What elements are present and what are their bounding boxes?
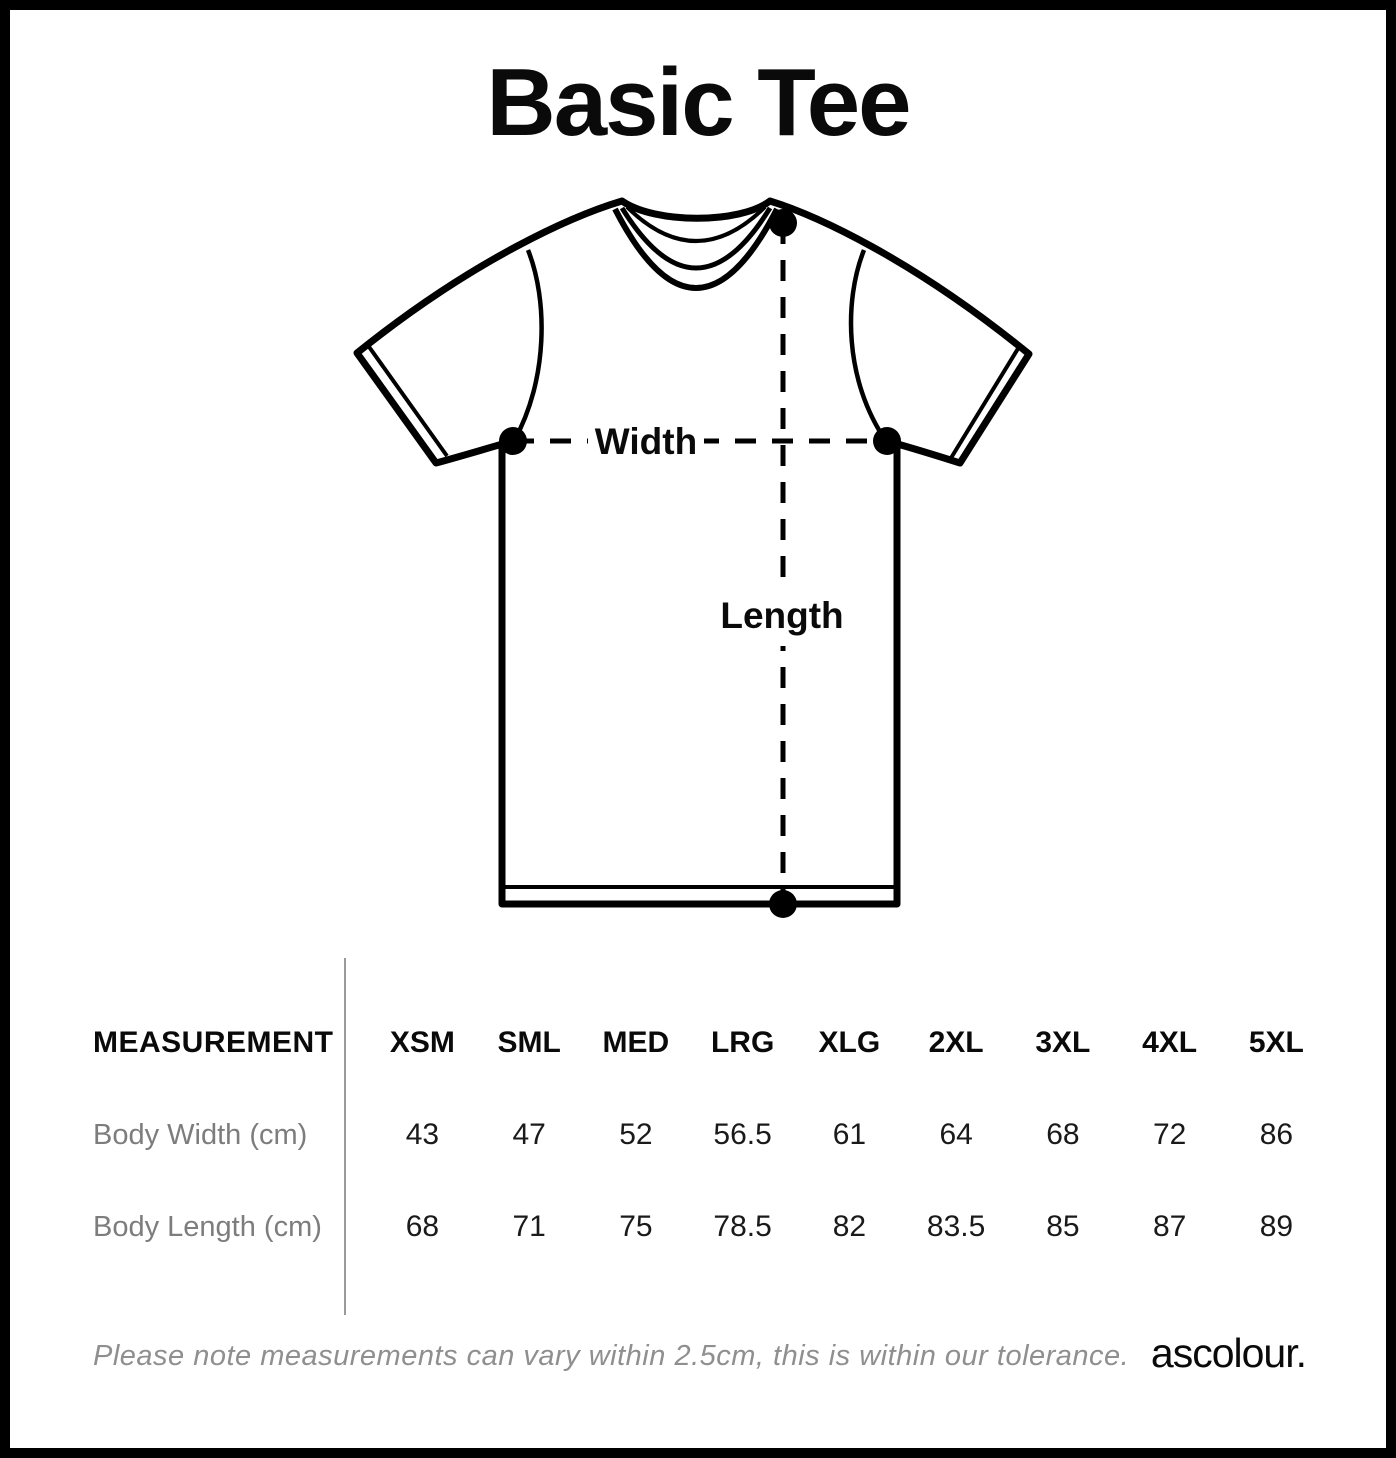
- body-length-value-xlg: 82: [832, 1210, 867, 1243]
- measurement-column-header: MEASUREMENT: [93, 1026, 334, 1059]
- width-label-mask: [588, 412, 704, 470]
- size-header-sml: SML: [497, 1026, 561, 1059]
- body-width-value-xlg: 61: [832, 1118, 867, 1151]
- body-width-value-sml: 47: [512, 1118, 546, 1151]
- size-header-5xl: 5XL: [1248, 1026, 1304, 1059]
- body-length-value-4xl: 87: [1152, 1210, 1187, 1243]
- body-width-value-5xl: 86: [1259, 1118, 1294, 1151]
- tolerance-note: Please note measurements can vary within…: [93, 1340, 1130, 1372]
- body-width-value-xsm: 43: [405, 1118, 440, 1151]
- body-width-value-med: 52: [619, 1118, 653, 1151]
- body-length-value-sml: 71: [512, 1210, 546, 1243]
- body-length-value-3xl: 85: [1046, 1210, 1080, 1243]
- size-header-4xl: 4XL: [1142, 1026, 1198, 1059]
- body-width-value-lrg: 56.5: [713, 1118, 772, 1151]
- sheet-canvas: Basic Tee: [10, 10, 1386, 1448]
- size-header-xlg: XLG: [818, 1026, 881, 1059]
- size-header-2xl: 2XL: [928, 1026, 984, 1059]
- length-label-mask: [720, 580, 844, 646]
- size-header-med: MED: [602, 1026, 670, 1059]
- body-length-value-med: 75: [619, 1210, 653, 1243]
- left-cuff-seam-line: [365, 342, 449, 458]
- collar-rib-curve-3: [612, 207, 780, 291]
- shoulder-measurement-dot: [769, 209, 797, 237]
- row-label-body-length: Body Length (cm): [93, 1210, 322, 1243]
- hem-measurement-dot: [769, 890, 797, 918]
- left-armhole-seam: [512, 249, 544, 443]
- body-width-value-3xl: 68: [1046, 1118, 1080, 1151]
- page-title: Basic Tee: [486, 49, 911, 156]
- size-header-lrg: LRG: [710, 1026, 775, 1059]
- body-length-value-2xl: 83.5: [926, 1210, 986, 1243]
- size-header-3xl: 3XL: [1035, 1026, 1091, 1059]
- right-cuff-seam-line: [949, 345, 1021, 460]
- body-length-value-lrg: 78.5: [713, 1210, 772, 1243]
- width-dimension-label: Width: [595, 421, 697, 462]
- length-dimension-label: Length: [720, 595, 843, 636]
- size-header-xsm: XSM: [389, 1026, 455, 1059]
- collar-rib-curve-2: [619, 206, 773, 271]
- size-table: MEASUREMENT XSM SML MED LRG XLG 2XL 3XL …: [10, 997, 1386, 1273]
- table-column-divider: [344, 958, 346, 1315]
- collar-rib-curve-1: [625, 205, 767, 243]
- right-armpit-measurement-dot: [873, 427, 901, 455]
- tshirt-outline: [353, 197, 1033, 908]
- body-width-value-4xl: 72: [1152, 1118, 1187, 1151]
- right-armhole-seam: [848, 249, 888, 443]
- row-label-body-width: Body Width (cm): [93, 1118, 308, 1151]
- body-width-value-2xl: 64: [939, 1118, 973, 1151]
- left-armpit-measurement-dot: [499, 427, 527, 455]
- tshirt-measurement-diagram: Width Length: [353, 197, 1033, 918]
- brand-logo: ascolour.: [1150, 1330, 1307, 1376]
- body-length-value-xsm: 68: [405, 1210, 440, 1243]
- body-length-value-5xl: 89: [1259, 1210, 1294, 1243]
